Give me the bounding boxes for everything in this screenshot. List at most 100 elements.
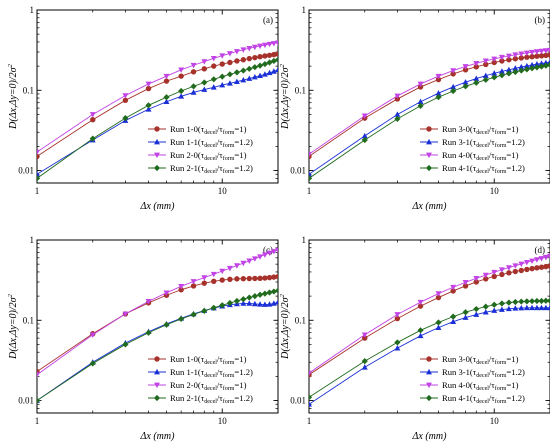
data-point (246, 65, 253, 72)
data-point (240, 260, 247, 267)
data-point (210, 304, 217, 311)
data-point (37, 397, 41, 404)
data-point (498, 68, 505, 74)
data-point (266, 289, 273, 296)
y-axis-title: D(Δx,Δy=0)/2σ2 (279, 63, 291, 129)
data-point (240, 67, 247, 74)
data-point (266, 41, 273, 48)
data-point (529, 304, 535, 311)
data-point (523, 66, 530, 73)
data-point (309, 175, 313, 182)
data-point (435, 90, 442, 96)
data-point (435, 324, 442, 330)
data-point (417, 102, 424, 109)
data-point (528, 65, 536, 72)
data-point (178, 283, 185, 290)
data-point (270, 41, 277, 47)
data-point (505, 299, 513, 306)
y-tick-label: 0.1 (295, 315, 306, 325)
data-point (89, 360, 96, 367)
data-point (261, 42, 268, 49)
series-3 (37, 247, 278, 378)
series-3 (309, 47, 550, 158)
data-point (246, 300, 253, 306)
data-point (394, 339, 401, 346)
data-point (529, 258, 535, 265)
data-point (240, 275, 247, 282)
data-point (163, 78, 170, 84)
data-point (482, 303, 489, 310)
data-point (201, 86, 208, 92)
legend-marker (154, 138, 160, 145)
y-tick-label: 0.1 (23, 85, 34, 95)
data-point (275, 66, 278, 73)
data-point (257, 43, 263, 50)
data-point (450, 71, 456, 77)
legend-marker (426, 126, 432, 132)
series-line (309, 64, 550, 179)
data-point (270, 249, 277, 255)
data-point (533, 60, 540, 67)
legend-entry: Run 1-1(τdecel/τform=1.2) (170, 137, 253, 149)
data-point (252, 54, 258, 61)
data-point (482, 58, 489, 64)
data-point (543, 263, 549, 270)
legend-entry: Run 4-0(τdecel/τform=1) (442, 150, 519, 162)
data-point (505, 305, 512, 312)
data-point (462, 283, 469, 289)
data-point (226, 299, 234, 307)
plot-frame (308, 9, 550, 184)
data-point (261, 60, 269, 68)
data-point (219, 268, 226, 275)
chart-panel-4: 1 10 0.01 0.1 1 Δx (mm) D(Δx,Δy=0)/2σ2 (d) Run 3… (279, 235, 550, 442)
data-point (233, 297, 241, 305)
data-point (512, 56, 519, 62)
y-tick-label: 1 (30, 5, 35, 15)
data-point (462, 314, 469, 320)
legend: Run 1-0(τdecel/τform=1)Run 1-1(τdecel/τf… (148, 124, 253, 175)
data-point (163, 321, 170, 328)
data-point (546, 297, 550, 304)
data-point (270, 288, 277, 295)
legend-entry: Run 2-0(τdecel/τform=1) (170, 150, 247, 162)
legend-entry: Run 2-0(τdecel/τform=1) (170, 380, 247, 392)
data-point (262, 275, 268, 281)
x-axis-title: Δx (mm) (140, 201, 176, 212)
data-point (145, 81, 152, 88)
data-point (482, 272, 489, 279)
legend-entry: Run 4-0(τdecel/τform=1) (442, 380, 519, 392)
data-point (518, 298, 525, 305)
data-point (163, 73, 170, 80)
data-point (491, 273, 497, 280)
data-point (512, 305, 519, 311)
data-point (190, 62, 197, 69)
legend-marker (426, 138, 432, 145)
data-point (275, 273, 278, 280)
data-point (499, 58, 505, 64)
data-point (37, 153, 40, 160)
x-tick-label: 10 (218, 186, 228, 196)
data-point (246, 55, 253, 62)
data-point (211, 63, 217, 69)
data-point (163, 290, 170, 296)
data-point (201, 79, 208, 86)
legend: Run 3-0(τdecel/τform=1)Run 3-1(τdecel/τf… (420, 354, 525, 405)
data-point (483, 276, 489, 282)
data-point (538, 60, 545, 66)
data-point (178, 93, 185, 99)
data-point (538, 304, 545, 311)
data-point (190, 279, 197, 285)
data-point (462, 309, 469, 316)
legend-marker (426, 356, 432, 362)
data-point (246, 46, 253, 52)
legend-entry: Run 1-0(τdecel/τform=1) (170, 124, 247, 136)
data-point (534, 53, 540, 59)
series-4 (37, 287, 278, 404)
data-point (37, 149, 40, 156)
data-point (178, 67, 185, 73)
data-point (523, 298, 530, 305)
data-point (246, 75, 253, 81)
data-point (163, 98, 170, 105)
data-point (201, 66, 207, 72)
series-4 (309, 297, 550, 401)
